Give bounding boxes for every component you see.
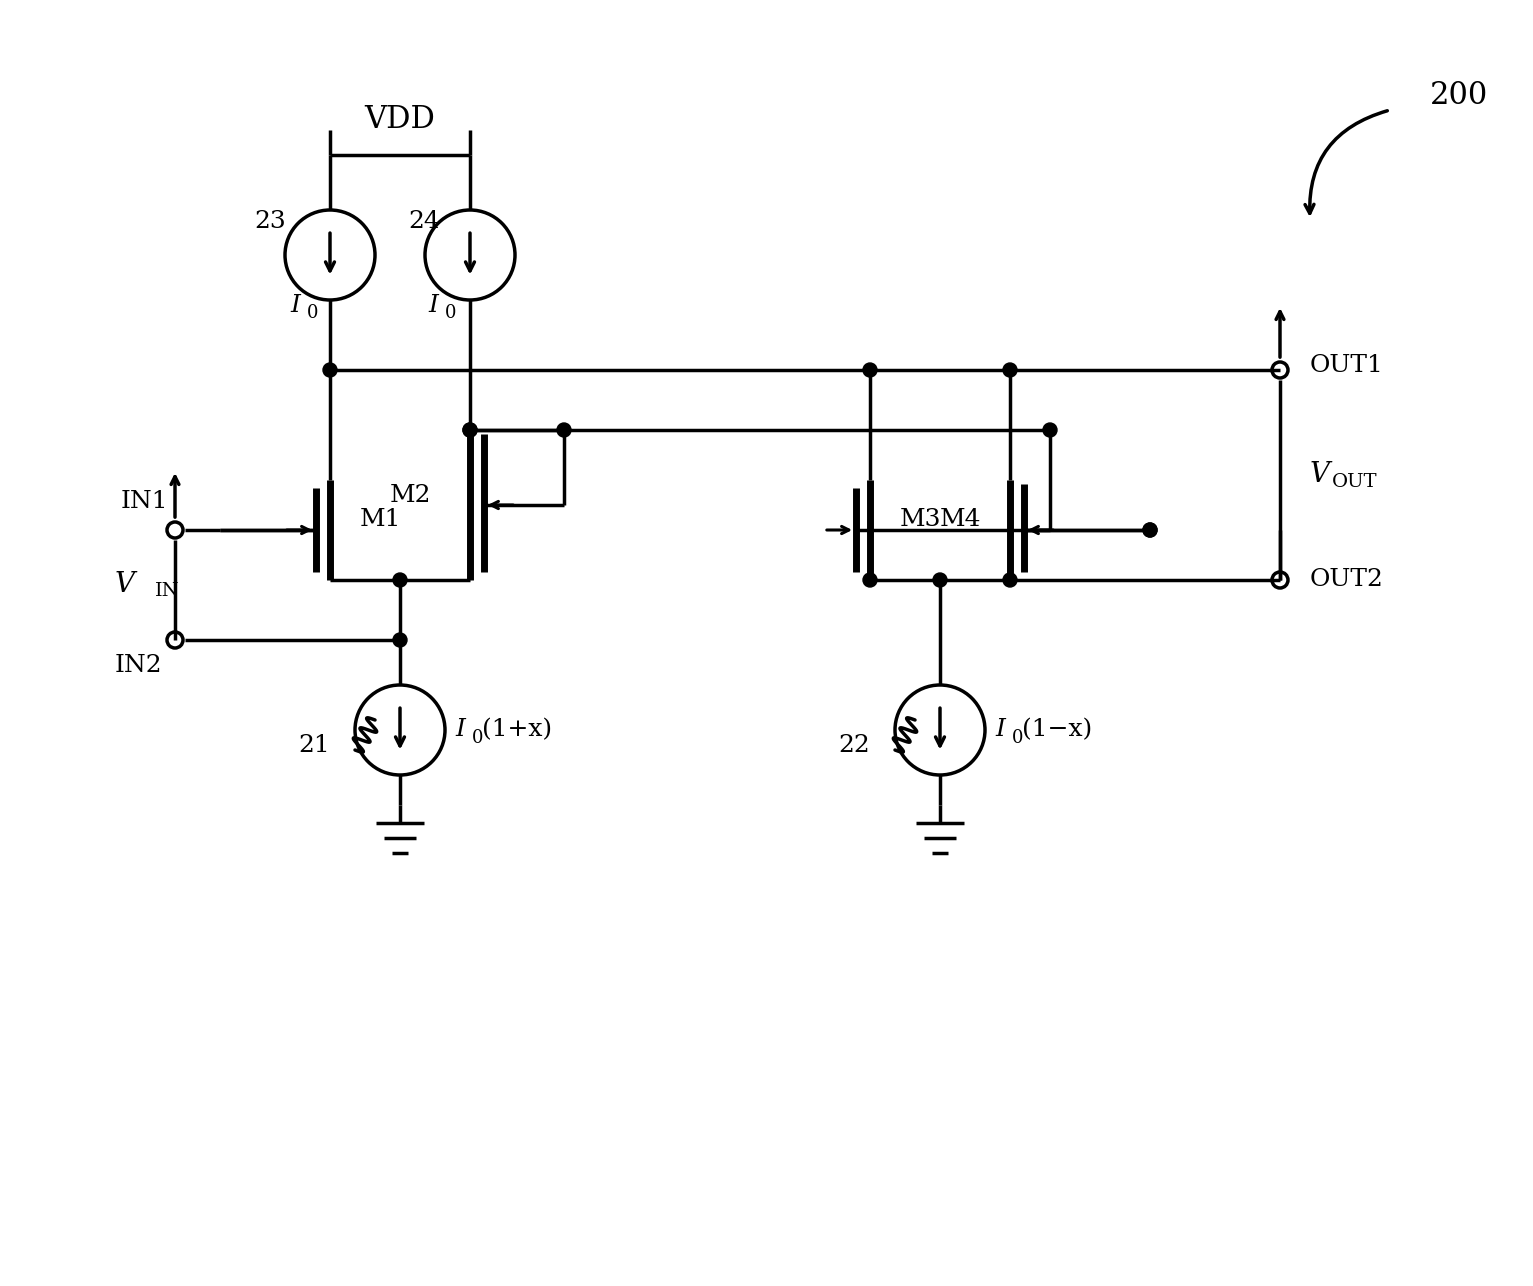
Text: (1−x): (1−x): [1023, 719, 1091, 742]
Text: 200: 200: [1430, 80, 1489, 111]
Text: M2: M2: [389, 484, 431, 507]
Text: 21: 21: [299, 733, 330, 756]
Text: I: I: [995, 719, 1004, 742]
Text: IN: IN: [155, 583, 179, 601]
Circle shape: [323, 363, 337, 377]
Circle shape: [863, 574, 877, 586]
Circle shape: [463, 423, 477, 437]
Text: OUT: OUT: [1332, 473, 1378, 491]
Text: M1: M1: [360, 508, 402, 531]
Text: OUT2: OUT2: [1311, 568, 1384, 592]
Circle shape: [1144, 523, 1157, 538]
Circle shape: [934, 574, 947, 586]
Text: 23: 23: [254, 211, 285, 234]
Text: 0: 0: [307, 303, 319, 322]
Text: 0: 0: [472, 729, 483, 747]
Circle shape: [1042, 423, 1056, 437]
Circle shape: [863, 363, 877, 377]
Text: 0: 0: [1012, 729, 1024, 747]
Text: 22: 22: [839, 733, 871, 756]
Text: I: I: [455, 719, 464, 742]
Circle shape: [463, 423, 477, 437]
Circle shape: [1003, 363, 1016, 377]
Text: VDD: VDD: [365, 104, 435, 135]
FancyArrowPatch shape: [1305, 111, 1387, 213]
Circle shape: [1003, 574, 1016, 586]
Circle shape: [556, 423, 570, 437]
Circle shape: [1144, 523, 1157, 538]
Text: I: I: [428, 293, 438, 316]
Text: 24: 24: [408, 211, 440, 234]
Text: 0: 0: [445, 303, 457, 322]
Text: I: I: [290, 293, 300, 316]
Text: M3: M3: [900, 508, 941, 531]
Text: IN2: IN2: [115, 653, 162, 676]
Text: V: V: [115, 571, 135, 598]
Text: IN1: IN1: [121, 490, 169, 513]
Text: V: V: [1311, 462, 1331, 489]
Circle shape: [392, 633, 406, 647]
Text: OUT1: OUT1: [1311, 354, 1384, 377]
Circle shape: [392, 574, 406, 586]
Text: (1+x): (1+x): [481, 719, 552, 742]
Text: M4: M4: [940, 508, 981, 531]
